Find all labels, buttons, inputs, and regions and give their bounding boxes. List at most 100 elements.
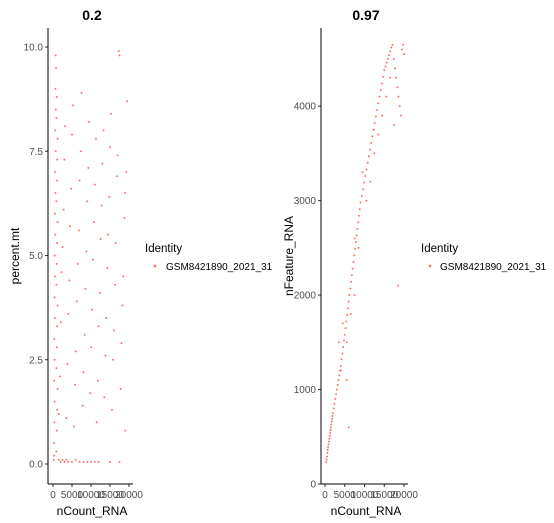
data-point [115, 175, 118, 178]
data-point [65, 417, 68, 420]
data-point [118, 54, 121, 57]
scatter-points [325, 43, 405, 464]
legend-entry: GSM8421890_2021_31 [166, 262, 273, 273]
data-point [67, 312, 70, 315]
data-point [346, 307, 349, 310]
data-point [110, 408, 113, 411]
data-point [331, 417, 334, 420]
data-point [102, 129, 105, 132]
data-point [385, 95, 388, 98]
legend-key-point [153, 264, 157, 268]
data-point [329, 426, 332, 429]
data-point [398, 105, 401, 108]
data-point [389, 50, 392, 53]
data-point [342, 339, 345, 342]
data-point [339, 369, 342, 372]
data-point [326, 448, 329, 451]
y-axis-label: percent.mt [8, 227, 22, 284]
data-point [369, 148, 372, 151]
data-point [83, 333, 86, 336]
panel-nfeature-rna: 0.97 nCount_RNA nFeature_RNA 0 5000100001… [282, 7, 547, 518]
data-point [112, 329, 115, 332]
data-point [54, 171, 57, 174]
data-point [336, 383, 339, 386]
data-point [331, 414, 334, 417]
y-tick-label: 0.0 [29, 460, 43, 471]
data-point [380, 82, 383, 85]
data-point [54, 275, 57, 278]
data-point [121, 304, 124, 307]
data-point [327, 443, 330, 446]
data-point [346, 313, 349, 316]
data-point [53, 454, 56, 457]
data-point [82, 460, 85, 463]
x-tick-label: 5000 [334, 490, 357, 501]
data-point [124, 429, 127, 432]
data-point [85, 250, 88, 253]
data-point [55, 450, 58, 453]
data-point [86, 460, 89, 463]
x-axis-label: nCount_RNA [57, 504, 128, 518]
data-point [74, 350, 77, 353]
data-point [77, 229, 80, 232]
data-point [100, 204, 103, 207]
data-point [82, 371, 85, 374]
data-point [61, 458, 64, 461]
data-point [69, 225, 72, 228]
x-tick-label: 10000 [351, 490, 379, 501]
data-point [99, 237, 102, 240]
data-point [55, 116, 58, 119]
x-tick-label: 15000 [96, 490, 124, 501]
y-axis-ticks: 0.0 2.5 5.0 7.5 10.0 [24, 43, 48, 471]
data-point [95, 421, 98, 424]
data-point [357, 221, 360, 224]
data-point [93, 460, 96, 463]
data-point [90, 346, 92, 349]
data-point [54, 87, 57, 90]
data-point [55, 200, 58, 203]
data-point [53, 337, 56, 340]
data-point [64, 125, 67, 128]
data-point [56, 325, 59, 328]
data-point [78, 460, 81, 463]
data-point [383, 69, 386, 72]
data-point [60, 271, 63, 274]
y-tick-label: 1000 [294, 385, 317, 396]
data-point [75, 300, 78, 303]
y-tick-label: 0 [310, 480, 316, 491]
data-point [54, 150, 57, 153]
y-tick-label: 5.0 [29, 251, 43, 262]
data-point [109, 146, 111, 149]
data-point [59, 460, 62, 463]
data-point [93, 183, 96, 186]
data-point [392, 57, 395, 60]
data-point [361, 171, 364, 174]
data-point [68, 279, 71, 282]
data-point [54, 233, 57, 236]
data-point [53, 317, 56, 320]
data-point [71, 460, 73, 463]
data-point [53, 421, 56, 424]
data-point [369, 180, 372, 183]
data-point [80, 91, 83, 94]
legend-entry: GSM8421890_2021_31 [440, 262, 547, 273]
data-point [62, 208, 65, 211]
data-point [376, 108, 379, 111]
data-point [96, 379, 99, 382]
data-point [340, 358, 343, 361]
x-tick-label: 5000 [61, 490, 84, 501]
x-tick-label: 10000 [77, 490, 105, 501]
data-point [79, 150, 82, 153]
data-point [349, 287, 352, 290]
data-point [107, 233, 110, 236]
x-tick-label: 0 [322, 490, 328, 501]
data-point [53, 212, 56, 215]
data-point [366, 161, 369, 164]
data-point [403, 53, 405, 56]
data-point [397, 95, 400, 98]
data-point [119, 387, 122, 390]
data-point [351, 267, 354, 270]
data-point [357, 246, 360, 249]
data-point [339, 364, 342, 367]
